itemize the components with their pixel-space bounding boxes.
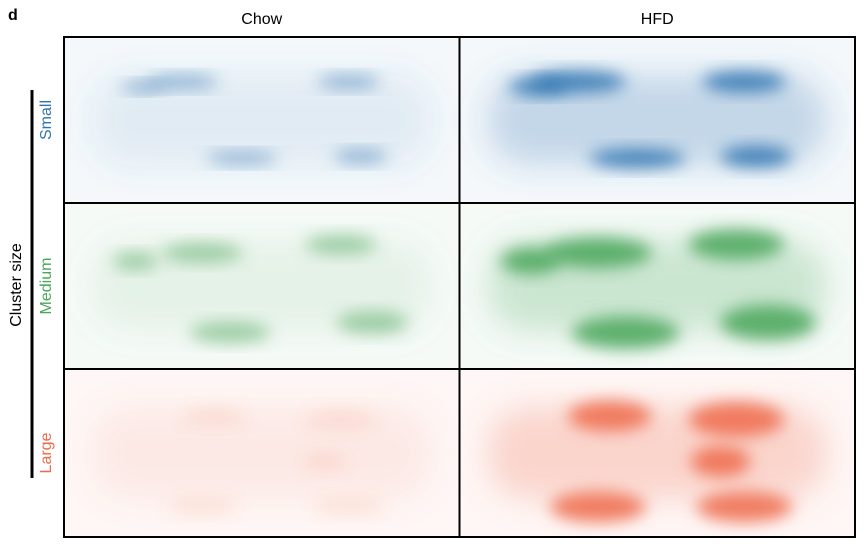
heatmap-cell bbox=[458, 368, 856, 538]
density-spot bbox=[304, 408, 377, 431]
heatmap-cell bbox=[458, 36, 856, 204]
density-spot bbox=[720, 145, 793, 168]
density-spot bbox=[302, 451, 348, 472]
density-spot bbox=[333, 149, 388, 164]
density-spot bbox=[567, 400, 652, 432]
column-header: Chow bbox=[241, 11, 282, 28]
density-spot bbox=[120, 81, 166, 93]
panel-label: d bbox=[8, 7, 18, 24]
axis-label: Cluster size bbox=[8, 243, 25, 327]
density-spot bbox=[571, 315, 680, 349]
body-density bbox=[487, 75, 827, 165]
density-spot bbox=[304, 234, 377, 255]
density-spot bbox=[500, 247, 561, 275]
body-density bbox=[92, 407, 432, 499]
row-label: Large bbox=[38, 432, 55, 473]
density-spot bbox=[317, 74, 381, 89]
cell-border bbox=[458, 368, 856, 538]
density-spot bbox=[690, 446, 751, 477]
density-spot bbox=[182, 406, 246, 426]
density-spot bbox=[312, 496, 385, 517]
density-spot bbox=[549, 491, 646, 523]
density-spot bbox=[696, 491, 793, 523]
density-spot bbox=[702, 70, 787, 93]
density-spot bbox=[336, 311, 409, 334]
row-label: Medium bbox=[38, 258, 55, 315]
heatmap-cell bbox=[63, 368, 461, 538]
density-spot bbox=[719, 304, 816, 341]
density-spot bbox=[189, 321, 271, 343]
density-spot bbox=[508, 78, 569, 96]
density-spot bbox=[688, 229, 785, 260]
density-spot bbox=[688, 401, 785, 437]
body-density bbox=[92, 241, 432, 331]
density-spot bbox=[161, 243, 243, 263]
density-spot bbox=[205, 151, 278, 165]
heatmap-cell bbox=[63, 36, 461, 204]
row-label: Small bbox=[38, 100, 55, 140]
density-spot bbox=[589, 148, 686, 169]
column-header: HFD bbox=[641, 11, 674, 28]
heatmap-cell bbox=[63, 202, 461, 370]
body-density bbox=[92, 75, 432, 165]
density-spot bbox=[543, 237, 652, 269]
heatmap-cell bbox=[458, 202, 856, 370]
density-spot bbox=[166, 496, 239, 517]
density-spot bbox=[112, 252, 158, 270]
